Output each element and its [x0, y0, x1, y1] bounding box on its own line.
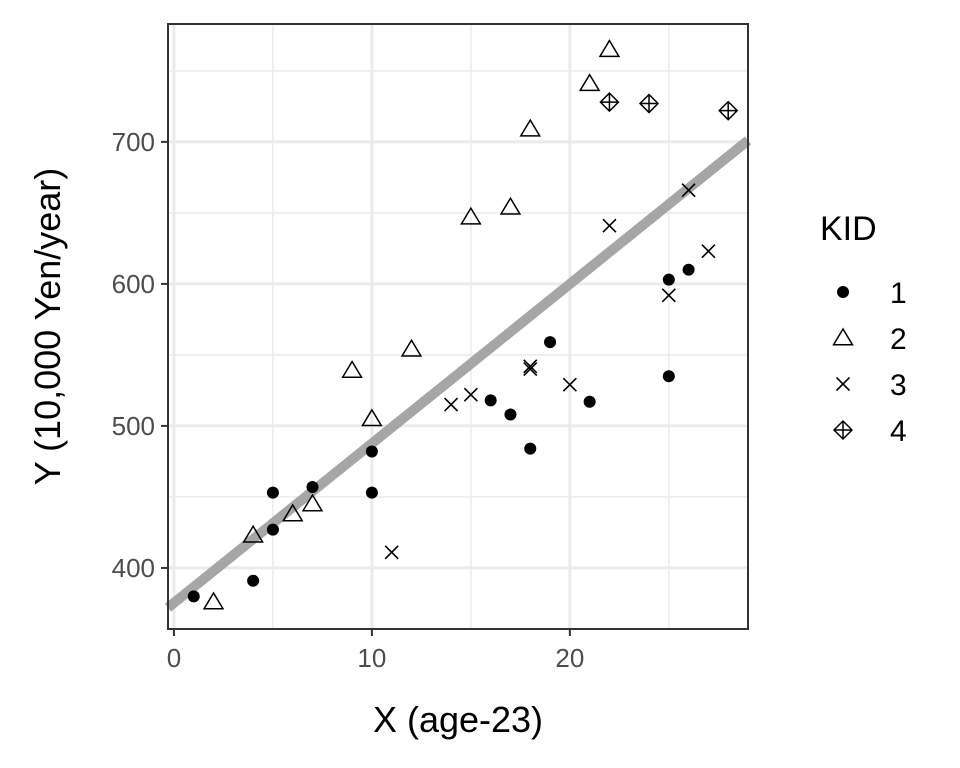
- x-tick-label: 20: [555, 643, 584, 673]
- data-point-kid-1: [306, 480, 319, 493]
- data-point-kid-1: [504, 408, 517, 421]
- data-point-kid-1: [187, 590, 200, 603]
- y-tick-label: 700: [112, 127, 155, 157]
- data-point-kid-1: [524, 442, 537, 455]
- axis-ticks: 0 10 20 400 500 600 700: [112, 127, 585, 673]
- data-point-kid-1: [583, 395, 596, 408]
- data-point-kid-2: [361, 408, 383, 427]
- data-point-kid-3: [701, 244, 716, 259]
- data-point-kid-1: [266, 523, 279, 536]
- x-tick-label: 10: [357, 643, 386, 673]
- data-point-kid-2: [202, 591, 225, 610]
- legend-label: 3: [890, 369, 907, 402]
- data-point-kid-2: [519, 118, 542, 137]
- data-point-kid-4: [599, 92, 620, 113]
- data-point-kid-3: [384, 545, 399, 560]
- data-point-kid-1: [266, 486, 279, 499]
- data-point-kid-1: [544, 336, 557, 349]
- data-point-kid-2: [460, 206, 482, 225]
- data-point-kid-1: [484, 394, 497, 407]
- legend-key-kid-4: [832, 419, 854, 441]
- data-point-kid-1: [662, 370, 675, 383]
- data-point-kid-1: [662, 273, 675, 286]
- y-tick-label: 500: [112, 411, 155, 441]
- data-point-kid-1: [365, 486, 378, 499]
- y-tick-label: 600: [112, 269, 155, 299]
- data-point-kid-1: [365, 445, 378, 458]
- data-point-kid-1: [682, 263, 695, 276]
- legend-label: 2: [890, 323, 907, 356]
- legend-key-kid-3: [835, 376, 851, 392]
- legend-label: 4: [890, 415, 907, 448]
- data-point-kid-2: [578, 73, 601, 92]
- y-axis-title: Y (10,000 Yen/year): [27, 168, 68, 486]
- data-point-kid-2: [598, 39, 621, 58]
- data-point-kid-3: [523, 362, 538, 377]
- data-point-kid-2: [400, 338, 423, 357]
- data-point-kid-3: [463, 387, 478, 402]
- legend-key-kid-2: [832, 327, 854, 346]
- data-point-kid-3: [562, 377, 577, 392]
- legend-label: 1: [890, 277, 907, 310]
- trend-line: [164, 136, 752, 612]
- data-point-kid-2: [242, 524, 264, 543]
- data-point-kid-3: [602, 218, 617, 233]
- data-point-kid-4: [638, 93, 660, 114]
- y-tick-label: 400: [112, 553, 155, 583]
- x-axis-title: X (age-23): [373, 699, 543, 740]
- data-point-kid-1: [247, 574, 260, 587]
- legend-title: KID: [820, 210, 877, 248]
- data-point-kid-2: [301, 493, 324, 512]
- data-point-kid-3: [661, 288, 676, 303]
- grid-lines: [168, 24, 748, 629]
- data-points: [187, 39, 739, 610]
- legend-items: 1 2 3 4: [832, 277, 907, 448]
- data-point-kid-3: [444, 397, 459, 412]
- legend-key-kid-1: [837, 286, 849, 298]
- data-point-kid-3: [523, 359, 538, 374]
- data-point-kid-2: [499, 196, 522, 215]
- data-point-kid-4: [718, 100, 739, 121]
- x-tick-label: 0: [167, 643, 181, 673]
- legend: KID 1 2 3 4: [820, 210, 907, 448]
- data-point-kid-2: [281, 503, 304, 522]
- data-point-kid-2: [341, 360, 363, 379]
- data-point-kid-3: [681, 183, 696, 198]
- panel-border: [167, 23, 749, 630]
